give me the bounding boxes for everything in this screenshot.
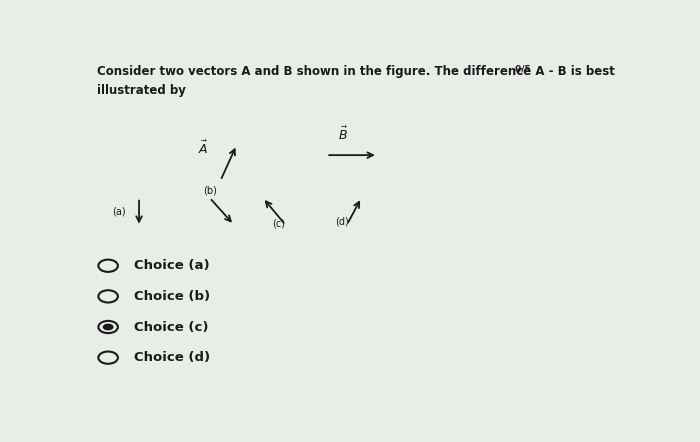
Text: (c): (c) <box>272 218 286 228</box>
Text: Choice (a): Choice (a) <box>134 259 209 272</box>
Text: $\vec{A}$: $\vec{A}$ <box>197 140 208 157</box>
Circle shape <box>103 324 113 331</box>
Text: $\vec{B}$: $\vec{B}$ <box>338 126 348 143</box>
Text: illustrated by: illustrated by <box>97 84 186 97</box>
Text: (d): (d) <box>335 217 349 226</box>
Text: (b): (b) <box>202 186 216 196</box>
Text: 0/5: 0/5 <box>512 64 531 73</box>
Text: Choice (b): Choice (b) <box>134 290 210 303</box>
Text: Choice (d): Choice (d) <box>134 351 210 364</box>
Text: Consider two vectors A and B shown in the figure. The difference A - B is best: Consider two vectors A and B shown in th… <box>97 65 615 78</box>
Text: Choice (c): Choice (c) <box>134 320 208 334</box>
Text: (a): (a) <box>112 206 126 216</box>
